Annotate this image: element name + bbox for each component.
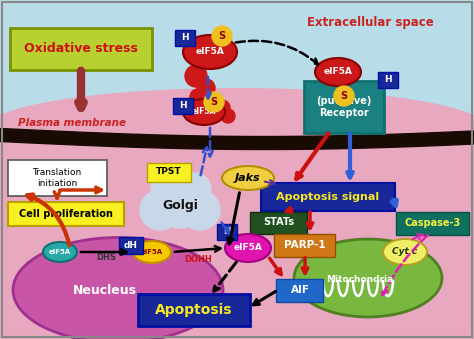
Text: (putative)
Receptor: (putative) Receptor: [316, 96, 372, 118]
Circle shape: [334, 86, 354, 106]
Ellipse shape: [133, 241, 171, 263]
FancyBboxPatch shape: [396, 212, 470, 235]
Text: H: H: [384, 76, 392, 84]
Text: eIF5A: eIF5A: [192, 107, 216, 117]
Ellipse shape: [225, 234, 271, 262]
Circle shape: [154, 176, 206, 228]
FancyBboxPatch shape: [378, 72, 398, 88]
Circle shape: [197, 79, 215, 97]
Circle shape: [204, 92, 224, 112]
Ellipse shape: [222, 166, 274, 190]
Text: Caspase-3: Caspase-3: [405, 218, 461, 228]
FancyBboxPatch shape: [173, 98, 193, 114]
Ellipse shape: [0, 88, 474, 168]
Ellipse shape: [294, 239, 442, 317]
Ellipse shape: [43, 242, 77, 262]
Text: DOHH: DOHH: [184, 256, 212, 264]
Text: H: H: [223, 227, 231, 237]
Text: Apoptosis: Apoptosis: [155, 303, 233, 317]
Circle shape: [165, 167, 195, 197]
Circle shape: [140, 190, 180, 230]
Text: DHS: DHS: [96, 254, 116, 262]
Circle shape: [212, 26, 232, 46]
Circle shape: [221, 109, 235, 123]
Text: eIF5A: eIF5A: [234, 243, 263, 253]
Text: Golgi: Golgi: [162, 199, 198, 213]
Text: eIF5A: eIF5A: [324, 67, 353, 77]
Text: Cyt c: Cyt c: [392, 247, 418, 257]
FancyBboxPatch shape: [250, 212, 308, 234]
Text: eIF5A: eIF5A: [141, 249, 163, 255]
Ellipse shape: [13, 238, 223, 339]
FancyBboxPatch shape: [147, 163, 191, 182]
Text: H: H: [179, 101, 187, 111]
FancyBboxPatch shape: [261, 183, 395, 211]
FancyBboxPatch shape: [8, 160, 107, 196]
FancyBboxPatch shape: [138, 294, 250, 326]
Text: Oxidative stress: Oxidative stress: [24, 42, 138, 56]
Text: Jaks: Jaks: [235, 173, 261, 183]
Text: Mitochondria: Mitochondria: [327, 276, 393, 284]
FancyBboxPatch shape: [276, 279, 323, 301]
Circle shape: [151, 171, 185, 205]
Text: PARP-1: PARP-1: [284, 240, 326, 250]
FancyBboxPatch shape: [8, 202, 124, 226]
Ellipse shape: [183, 99, 225, 125]
Text: eIF5A: eIF5A: [49, 249, 71, 255]
FancyBboxPatch shape: [217, 224, 237, 240]
Text: Extracellular space: Extracellular space: [307, 16, 433, 29]
Text: Cell proliferation: Cell proliferation: [19, 209, 113, 219]
Circle shape: [180, 190, 220, 230]
FancyBboxPatch shape: [274, 234, 336, 257]
Ellipse shape: [383, 239, 427, 265]
Text: Translation
initiation: Translation initiation: [32, 168, 82, 188]
FancyBboxPatch shape: [175, 30, 195, 46]
Text: Plasma membrane: Plasma membrane: [18, 118, 126, 128]
Ellipse shape: [183, 35, 237, 69]
Ellipse shape: [315, 58, 361, 86]
Text: S: S: [219, 31, 226, 41]
Text: eIF5A: eIF5A: [196, 47, 224, 57]
FancyBboxPatch shape: [304, 81, 384, 133]
Text: S: S: [210, 97, 218, 107]
Text: Apoptosis signal: Apoptosis signal: [276, 192, 380, 202]
Circle shape: [185, 65, 207, 87]
Text: TPST: TPST: [156, 167, 182, 177]
Text: H: H: [181, 34, 189, 42]
Bar: [0, 120, 474, 339]
Circle shape: [214, 100, 230, 116]
FancyBboxPatch shape: [119, 237, 143, 254]
Circle shape: [190, 89, 206, 105]
Circle shape: [177, 173, 211, 207]
FancyBboxPatch shape: [10, 28, 152, 70]
Text: AIF: AIF: [291, 285, 310, 295]
Text: dH: dH: [124, 240, 138, 250]
Text: STATs: STATs: [264, 217, 294, 227]
Text: Neucleus: Neucleus: [73, 283, 137, 297]
Text: S: S: [340, 91, 347, 101]
